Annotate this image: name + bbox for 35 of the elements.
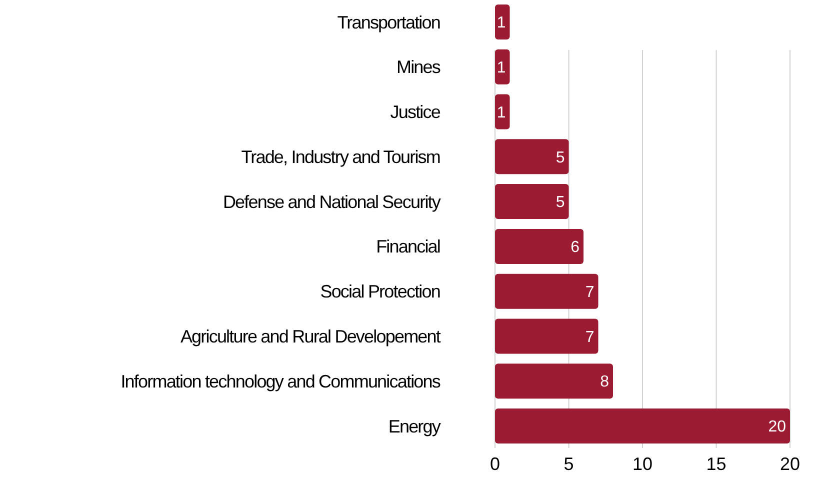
bar	[495, 94, 510, 130]
bar	[495, 4, 510, 40]
y-tick-label: Agriculture and Rural Developement	[180, 326, 441, 347]
data-label: 5	[556, 149, 565, 166]
y-tick-label: Mines	[396, 57, 441, 78]
y-tick-label: Financial	[376, 236, 440, 257]
bar	[495, 408, 790, 444]
y-tick-label: Trade, Industry and Tourism	[241, 146, 440, 167]
data-label: 8	[600, 374, 610, 391]
data-label: 5	[556, 194, 565, 212]
x-tick-label: 10	[632, 454, 653, 474]
data-label: 1	[496, 59, 506, 76]
data-label: 1	[496, 14, 506, 32]
bar	[495, 139, 569, 174]
data-label: 1	[496, 104, 506, 122]
x-tick-label: 5	[564, 454, 574, 474]
x-tick-label: 20	[780, 454, 800, 474]
data-label: 20	[768, 418, 786, 436]
bar	[495, 274, 598, 309]
data-label: 7	[585, 284, 594, 301]
y-tick-label: Justice	[390, 102, 441, 122]
bar	[495, 318, 598, 354]
y-tick-label: Social Protection	[320, 282, 440, 302]
bar	[495, 228, 584, 264]
y-tick-label: Energy	[388, 416, 441, 436]
x-tick-label: 0	[490, 454, 500, 474]
data-label: 6	[570, 239, 580, 256]
y-tick-label: Defense and National Security	[222, 192, 441, 212]
y-tick-label: Information technology and Communications	[120, 371, 441, 392]
bar	[495, 184, 569, 220]
bar	[495, 364, 613, 399]
y-tick-label: Transportation	[337, 12, 440, 32]
data-label: 7	[585, 328, 594, 346]
bar	[495, 49, 510, 84]
x-tick-label: 15	[706, 454, 726, 474]
